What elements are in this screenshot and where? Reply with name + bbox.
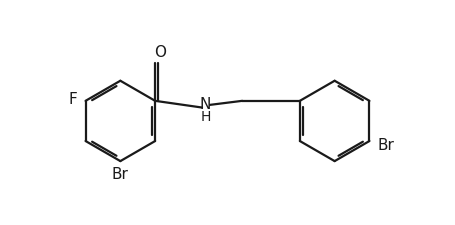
Text: Br: Br — [378, 137, 394, 152]
Text: F: F — [69, 92, 77, 107]
Text: H: H — [200, 110, 211, 124]
Text: O: O — [155, 45, 167, 60]
Text: N: N — [200, 96, 211, 111]
Text: Br: Br — [112, 167, 129, 182]
